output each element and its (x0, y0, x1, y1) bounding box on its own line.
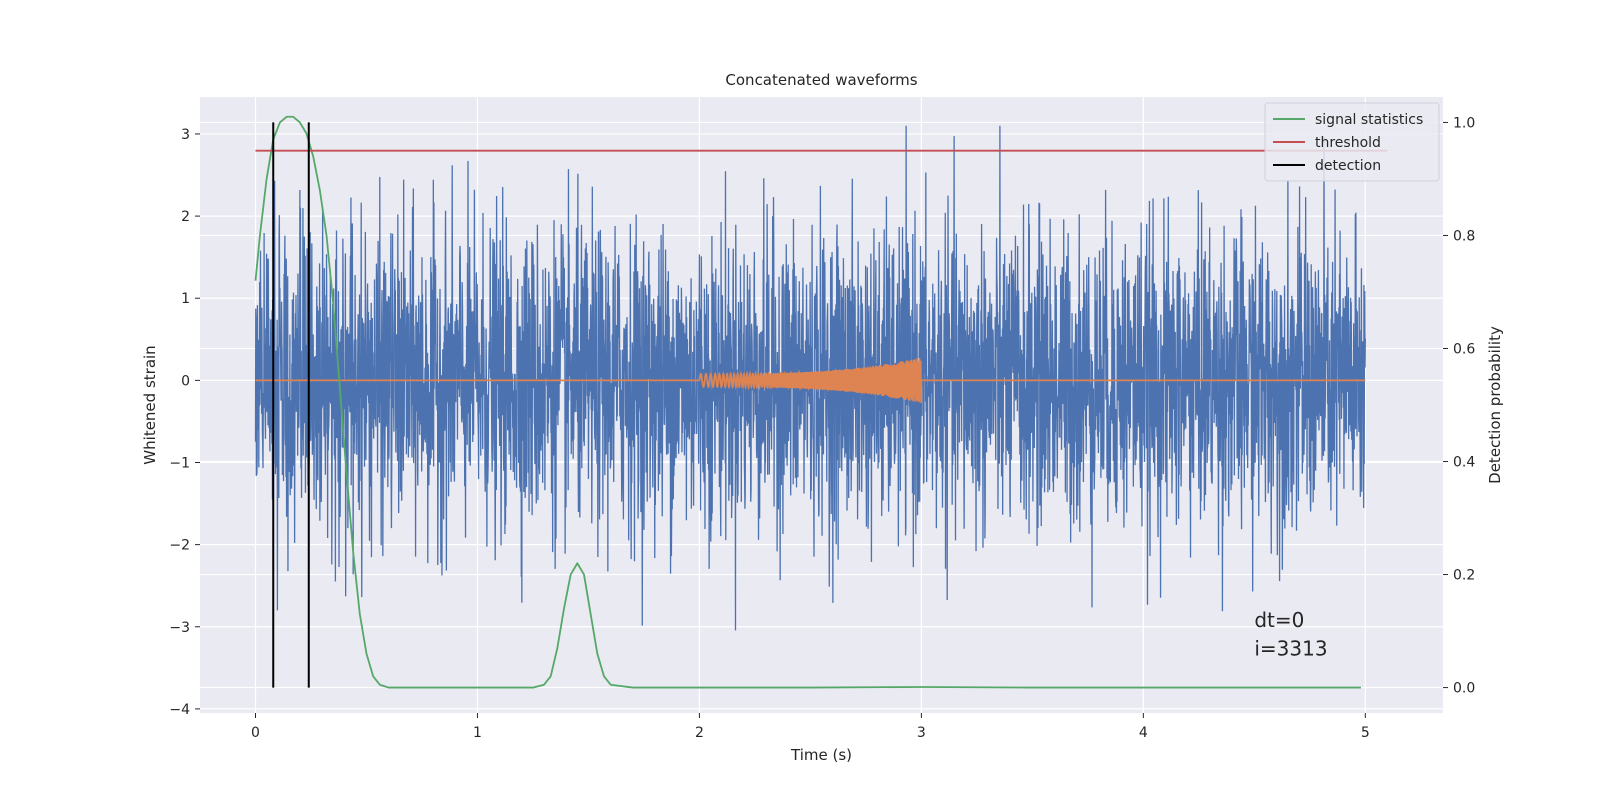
x-tick-label: 0 (251, 725, 260, 741)
whitened-strain-line (254, 125, 1366, 631)
injected-waveform-line (255, 357, 1366, 403)
right-y-tick-label: 0.4 (1453, 455, 1475, 471)
legend: signal statistics threshold detection (1264, 102, 1440, 182)
right-y-tick-label: 0.6 (1453, 341, 1475, 357)
annotation-dt: dt=0 (1254, 608, 1304, 632)
x-tick-label: 3 (917, 725, 926, 741)
legend-label: detection (1315, 158, 1381, 174)
right-y-tick-label: 1.0 (1453, 115, 1475, 131)
left-y-tick-label: 2 (181, 209, 190, 225)
right-y-tick-label: 0.0 (1453, 681, 1475, 697)
legend-frame (1264, 102, 1440, 182)
chart-title: Concatenated waveforms (725, 71, 917, 89)
left-y-tick-label: 1 (181, 291, 190, 307)
legend-item: signal statistics (1273, 112, 1423, 128)
legend-label: signal statistics (1315, 112, 1423, 128)
legend-item: threshold (1273, 135, 1381, 151)
left-y-axis-label: Whitened strain (141, 345, 159, 464)
x-tick-label: 2 (695, 725, 704, 741)
left-y-axis-ticks: −4 −3 −2 −1 0 1 2 3 (169, 127, 200, 718)
x-tick-label: 5 (1361, 725, 1370, 741)
signal-statistics-line (254, 115, 1361, 689)
left-y-tick-label: −2 (169, 538, 190, 554)
legend-item: detection (1273, 158, 1381, 174)
left-y-tick-label: −1 (169, 455, 190, 471)
legend-label: threshold (1315, 135, 1381, 151)
right-y-tick-label: 0.8 (1453, 228, 1475, 244)
right-y-axis-ticks: 0.0 0.2 0.4 0.6 0.8 1.0 (1443, 115, 1475, 697)
series-layer (254, 115, 1388, 689)
annotation-index: i=3313 (1254, 637, 1327, 661)
x-tick-label: 1 (473, 725, 482, 741)
right-y-axis-label: Detection probability (1486, 326, 1504, 484)
x-tick-label: 4 (1139, 725, 1148, 741)
left-y-tick-label: 3 (181, 127, 190, 143)
left-y-tick-label: −3 (169, 620, 190, 636)
left-y-tick-label: 0 (181, 373, 190, 389)
x-axis-label: Time (s) (790, 746, 852, 764)
right-y-tick-label: 0.2 (1453, 568, 1475, 584)
x-axis-ticks: 0 1 2 3 4 5 (251, 713, 1370, 741)
left-y-tick-label: −4 (169, 702, 190, 718)
